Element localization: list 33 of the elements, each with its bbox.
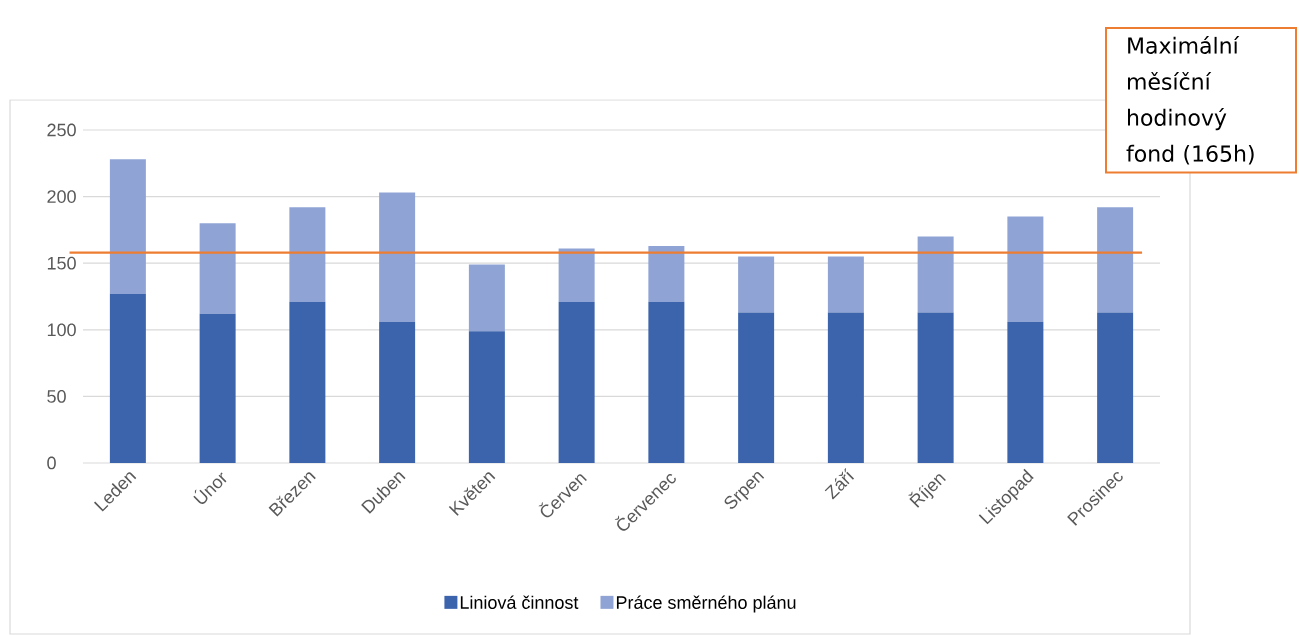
y-tick-label: 0 [47, 456, 56, 470]
y-tick-label: 200 [47, 190, 76, 203]
y-tick-label: 150 [47, 256, 76, 270]
bar [648, 301, 685, 463]
bar [648, 245, 685, 302]
bar [379, 192, 416, 322]
bar [109, 293, 146, 463]
bar [827, 312, 864, 463]
bar [827, 256, 864, 313]
y-tick-label: 250 [47, 123, 76, 137]
legend-label: Práce směrného plánu [616, 595, 796, 613]
bar [558, 248, 595, 302]
bar [468, 331, 505, 463]
bar [379, 321, 416, 463]
bar [558, 301, 595, 463]
legend-label: Liniová činnost [460, 595, 579, 609]
bar [1097, 312, 1134, 463]
bar [199, 223, 236, 314]
bar [1007, 216, 1044, 322]
bar [1007, 321, 1044, 463]
y-tick-label: 50 [47, 390, 66, 403]
bar [1097, 207, 1134, 313]
y-tick-label: 100 [47, 323, 76, 337]
bar [109, 159, 146, 294]
bar [738, 256, 775, 313]
bar [289, 301, 326, 463]
bar [917, 236, 954, 313]
bar [289, 207, 326, 302]
bar [738, 312, 775, 463]
bar [917, 312, 954, 463]
bar [199, 313, 236, 463]
bar [468, 264, 505, 332]
annotation: Maximální měsíční hodinový fond (165h) [1126, 35, 1254, 165]
